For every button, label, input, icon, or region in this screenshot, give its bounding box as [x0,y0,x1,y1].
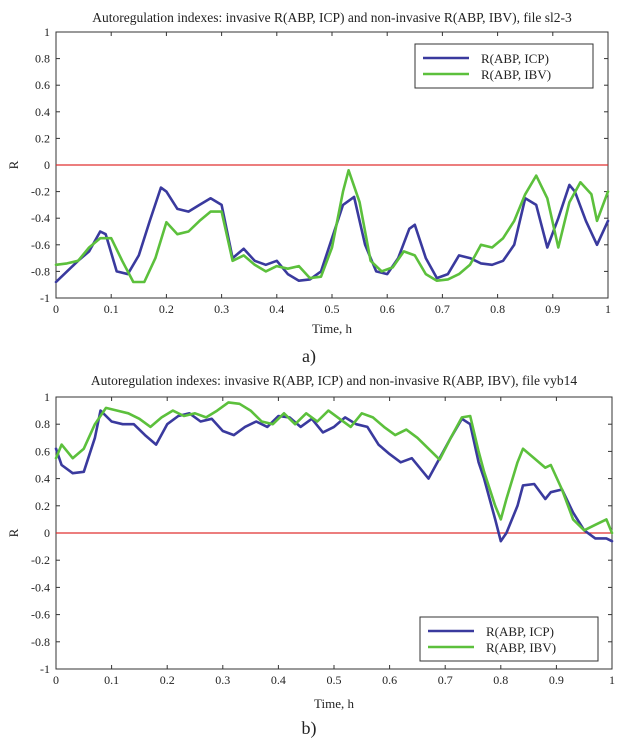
x-tick-label: 0.5 [325,302,340,316]
legend-label: R(ABP, ICP) [486,624,554,639]
y-tick-label: 0.6 [35,444,50,458]
y-tick-label: -1 [40,662,50,676]
y-tick-label: -0.8 [31,635,50,649]
y-tick-label: 0 [44,158,50,172]
y-tick-label: 0.2 [35,131,50,145]
x-tick-label: 0.5 [327,673,342,687]
legend-label: R(ABP, IBV) [486,640,556,655]
y-axis-label: R [6,160,21,169]
x-tick-label: 0.3 [215,673,230,687]
y-tick-label: -0.2 [31,553,50,567]
y-tick-label: -0.6 [31,608,50,622]
x-tick-label: 0.4 [269,302,284,316]
x-tick-label: 0.7 [438,673,453,687]
series-line-icp [54,409,614,543]
chart-panel-a: Autoregulation indexes: invasive R(ABP, … [6,10,611,336]
x-tick-label: 0.8 [490,302,505,316]
x-axis-label: Time, h [314,696,354,711]
chart-title: Autoregulation indexes: invasive R(ABP, … [91,373,578,388]
y-tick-label: -0.4 [31,580,50,594]
x-tick-label: 0.4 [271,673,286,687]
y-tick-label: 0.4 [35,105,50,119]
x-tick-label: 0.1 [104,302,119,316]
x-tick-label: 0.7 [435,302,450,316]
chart-title: Autoregulation indexes: invasive R(ABP, … [92,10,572,25]
x-tick-label: 0 [53,302,59,316]
y-tick-label: -1 [40,291,50,305]
x-axis-label: Time, h [312,321,352,336]
y-tick-label: -0.4 [31,211,50,225]
y-tick-label: -0.2 [31,185,50,199]
x-tick-label: 0 [53,673,59,687]
legend-label: R(ABP, IBV) [481,67,551,82]
x-tick-label: 0.2 [159,302,174,316]
legend-box [419,616,599,662]
y-axis-label: R [6,528,21,537]
y-tick-label: 0.6 [35,78,50,92]
chart-panel-b: Autoregulation indexes: invasive R(ABP, … [6,373,615,711]
y-tick-label: 1 [44,390,50,404]
y-tick-label: 1 [44,25,50,39]
x-tick-label: 0.8 [493,673,508,687]
x-tick-label: 1 [605,302,611,316]
x-tick-label: 0.9 [545,302,560,316]
series-line-ibv [54,169,610,284]
legend-box [414,43,594,89]
x-tick-label: 1 [609,673,615,687]
x-tick-label: 0.1 [104,673,119,687]
y-tick-label: 0 [44,526,50,540]
series-line-ibv [54,401,614,535]
x-tick-label: 0.2 [160,673,175,687]
legend-label: R(ABP, ICP) [481,51,549,66]
y-tick-label: -0.8 [31,264,50,278]
x-tick-label: 0.6 [382,673,397,687]
y-tick-label: 0.4 [35,472,50,486]
y-tick-label: -0.6 [31,238,50,252]
panel-caption-a: a) [302,346,316,367]
series-line-icp [54,183,610,284]
y-tick-label: 0.8 [35,52,50,66]
x-tick-label: 0.6 [380,302,395,316]
y-tick-label: 0.8 [35,417,50,431]
panel-caption-b: b) [302,718,317,738]
x-tick-label: 0.9 [549,673,564,687]
x-tick-label: 0.3 [214,302,229,316]
y-tick-label: 0.2 [35,499,50,513]
